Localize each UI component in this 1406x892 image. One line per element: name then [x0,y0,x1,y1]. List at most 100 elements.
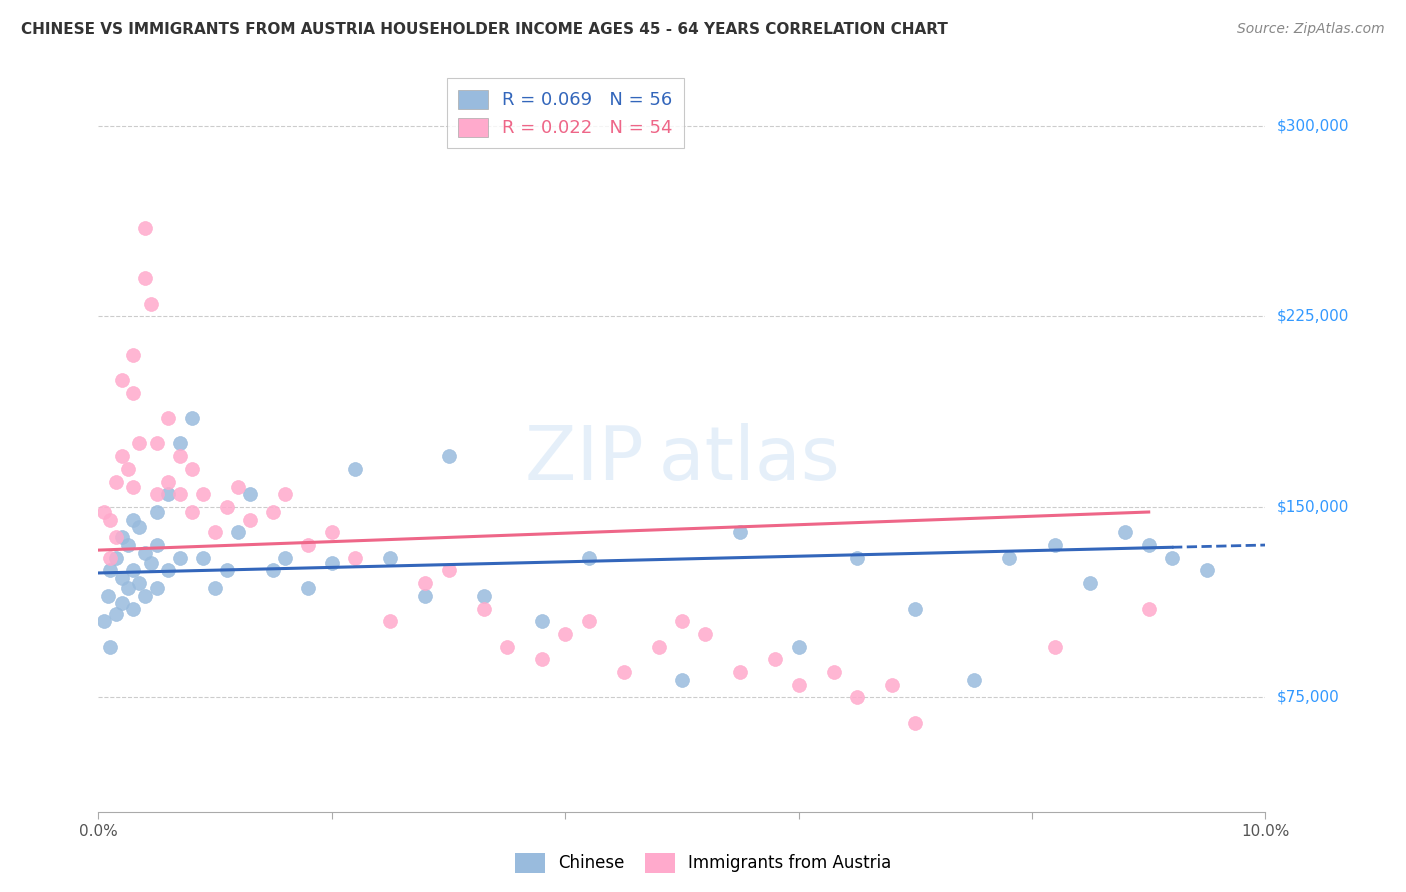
Point [128,520,150,534]
Point [169,436,191,450]
Point [117,462,139,476]
Point [904,715,927,730]
Point [274,487,297,501]
Point [111,597,134,611]
Point [146,487,169,501]
Point [157,475,180,489]
Text: ZIP atlas: ZIP atlas [524,423,839,496]
Point [472,589,495,603]
Point [612,665,634,679]
Point [437,449,460,463]
Point [169,487,191,501]
Point [104,475,127,489]
Point [1080,576,1102,591]
Point [730,525,752,540]
Point [180,505,202,519]
Point [846,690,869,705]
Point [97,589,120,603]
Point [180,462,202,476]
Point [111,530,134,544]
Point [530,614,553,628]
Point [787,640,810,654]
Point [997,550,1019,565]
Point [1161,550,1184,565]
Point [695,627,717,641]
Point [169,449,191,463]
Text: $150,000: $150,000 [1277,500,1348,515]
Text: CHINESE VS IMMIGRANTS FROM AUSTRIA HOUSEHOLDER INCOME AGES 45 - 64 YEARS CORRELA: CHINESE VS IMMIGRANTS FROM AUSTRIA HOUSE… [21,22,948,37]
Point [530,652,553,666]
Point [1137,601,1160,615]
Point [111,449,134,463]
Point [380,614,402,628]
Point [239,487,262,501]
Point [1045,538,1067,552]
Point [297,581,319,595]
Point [344,550,367,565]
Text: Source: ZipAtlas.com: Source: ZipAtlas.com [1237,22,1385,37]
Text: $300,000: $300,000 [1277,119,1348,134]
Point [104,550,127,565]
Legend: Chinese, Immigrants from Austria: Chinese, Immigrants from Austria [508,847,898,880]
Point [671,614,693,628]
Point [215,563,238,577]
Point [98,550,121,565]
Point [146,505,169,519]
Point [122,601,145,615]
Point [104,607,127,621]
Legend: R = 0.069   N = 56, R = 0.022   N = 54: R = 0.069 N = 56, R = 0.022 N = 54 [447,78,683,148]
Point [262,563,284,577]
Text: $75,000: $75,000 [1277,690,1340,705]
Point [146,581,169,595]
Point [122,513,145,527]
Point [321,525,343,540]
Point [228,525,250,540]
Point [111,571,134,585]
Point [157,411,180,425]
Point [93,505,115,519]
Point [122,385,145,400]
Point [157,487,180,501]
Point [169,550,191,565]
Point [297,538,319,552]
Point [472,601,495,615]
Point [98,640,121,654]
Point [228,480,250,494]
Text: $225,000: $225,000 [1277,309,1348,324]
Point [193,487,215,501]
Point [823,665,845,679]
Point [647,640,669,654]
Point [1114,525,1136,540]
Point [139,297,162,311]
Point [104,530,127,544]
Point [413,589,436,603]
Point [578,550,600,565]
Point [204,581,226,595]
Point [344,462,367,476]
Point [1045,640,1067,654]
Point [962,673,984,687]
Point [134,589,156,603]
Point [122,347,145,361]
Point [846,550,869,565]
Point [671,673,693,687]
Point [496,640,519,654]
Point [98,563,121,577]
Point [157,563,180,577]
Point [274,550,297,565]
Point [321,556,343,570]
Point [117,581,139,595]
Point [554,627,576,641]
Point [763,652,786,666]
Point [180,411,202,425]
Point [578,614,600,628]
Point [134,271,156,285]
Point [146,538,169,552]
Point [1137,538,1160,552]
Point [239,513,262,527]
Point [380,550,402,565]
Point [204,525,226,540]
Point [413,576,436,591]
Point [93,614,115,628]
Point [134,546,156,560]
